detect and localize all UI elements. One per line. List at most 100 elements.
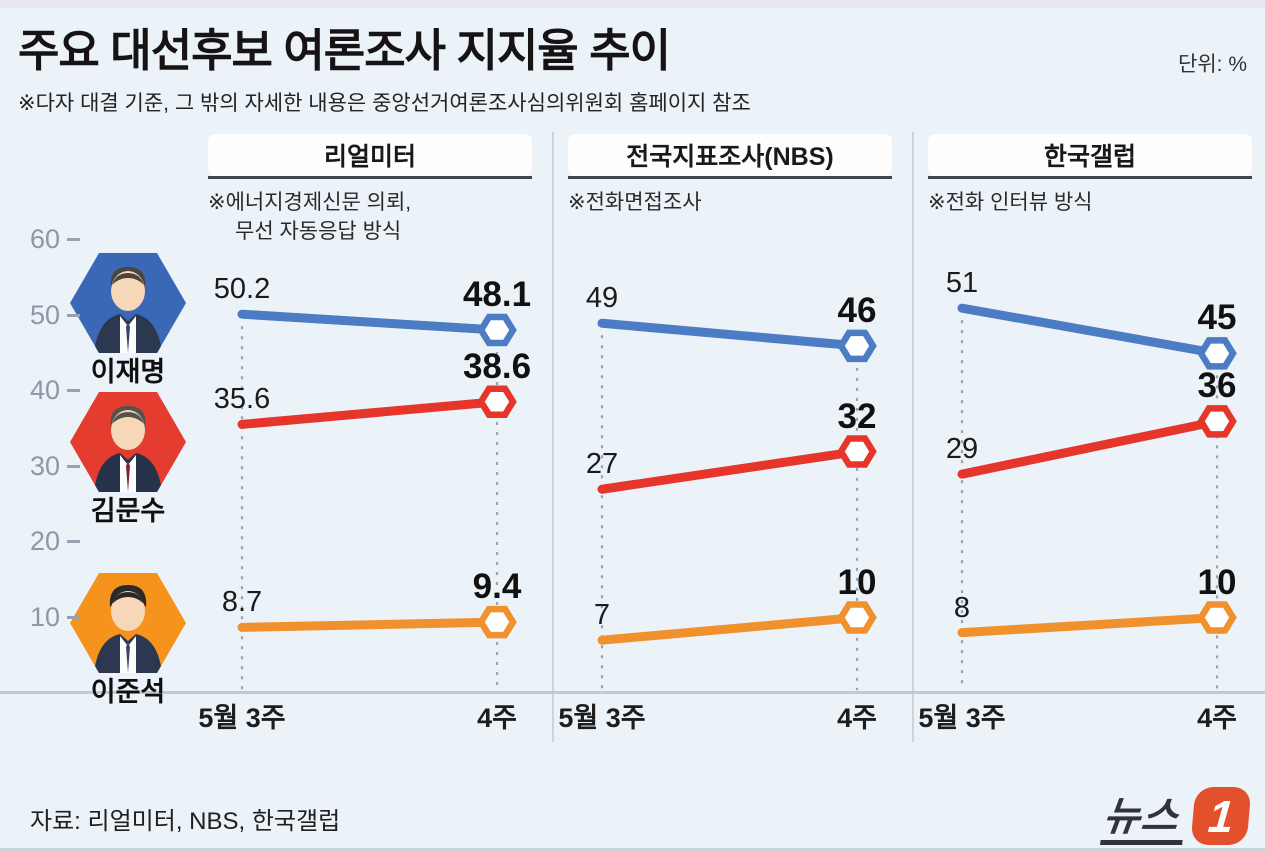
- panel-realmeter: 리얼미터 ※에너지경제신문 의뢰, 무선 자동응답 방식: [195, 132, 545, 247]
- y-tick-value: 30: [29, 450, 60, 481]
- panel-title: 한국갤럽: [1043, 143, 1136, 171]
- y-tick-value: 50: [29, 299, 60, 330]
- y-axis-tick: 40: [22, 377, 80, 404]
- value-label-start: 29: [945, 433, 979, 466]
- y-axis-tick: 60: [22, 226, 80, 253]
- y-axis-tick: 50: [22, 299, 80, 330]
- value-label-end: 9.4: [472, 567, 522, 607]
- value-label-end: 10: [837, 562, 877, 602]
- person-portrait-icon: [94, 267, 162, 353]
- y-axis-tick: 30: [22, 450, 80, 481]
- value-label-start: 7: [593, 599, 611, 632]
- value-label-start: 35.6: [213, 383, 271, 416]
- value-label-start: 8.7: [221, 586, 263, 619]
- panel-title-box: 전국지표조사(NBS): [568, 134, 892, 176]
- panel-divider: [552, 132, 554, 742]
- y-tick-mark: [67, 615, 80, 619]
- y-tick-value: 10: [29, 601, 60, 632]
- marker-hexagon: [1197, 337, 1237, 370]
- trend-line: [957, 416, 1222, 479]
- y-tick-mark: [67, 313, 80, 317]
- value-label-end: 10: [1197, 562, 1237, 602]
- value-label-start: 8: [953, 591, 971, 624]
- y-tick-value: 60: [29, 224, 60, 255]
- page-title: 주요 대선후보 여론조사 지지율 추이: [18, 25, 671, 76]
- y-tick-mark: [67, 238, 80, 242]
- value-label-end: 48.1: [462, 275, 532, 315]
- panel-nbs: 전국지표조사(NBS) ※전화면접조사: [555, 132, 905, 218]
- news1-logo: 뉴스 1: [1100, 787, 1252, 845]
- news1-logo-text: 뉴스: [1100, 795, 1188, 845]
- x-axis-label: 5월 3주: [918, 703, 1006, 733]
- y-tick-mark: [67, 540, 80, 544]
- marker-hexagon: [477, 605, 517, 639]
- panel-title-box: 리얼미터: [208, 134, 532, 176]
- trend-line: [597, 318, 862, 351]
- y-tick-mark: [67, 389, 80, 393]
- value-label-start: 27: [585, 448, 619, 481]
- value-label-end: 38.6: [462, 346, 532, 386]
- x-axis-label: 5월 3주: [558, 703, 646, 733]
- candidate-name: 김문수: [90, 496, 166, 526]
- trend-line: [597, 447, 862, 494]
- x-axis-baseline: [0, 691, 1265, 694]
- x-axis-label: 5월 3주: [198, 703, 286, 733]
- y-tick-value: 40: [29, 375, 60, 406]
- value-label-start: 51: [945, 267, 979, 300]
- panel-note: ※전화 인터뷰 방식: [928, 189, 1252, 218]
- x-axis-label: 4주: [477, 703, 517, 733]
- trend-line: [957, 613, 1222, 638]
- panel-note-line: ※전화면접조사: [568, 191, 702, 214]
- candidate-name: 이준석: [90, 677, 166, 707]
- value-label-end: 46: [837, 290, 877, 330]
- candidate-lee-jae-myung: 이재명: [70, 253, 186, 388]
- candidate-photo-hexagon: [70, 573, 186, 673]
- marker-hexagon: [837, 329, 877, 363]
- candidate-kim-moon-soo: 김문수: [70, 392, 186, 527]
- panel-note-line: 무선 자동응답 방식: [235, 219, 402, 243]
- trend-line: [237, 617, 502, 632]
- panel-note: ※전화면접조사: [568, 189, 892, 218]
- person-portrait-icon: [94, 585, 162, 673]
- trend-line: [237, 309, 502, 335]
- trend-line: [237, 397, 502, 429]
- page-subtitle: ※다자 대결 기준, 그 밖의 자세한 내용은 중앙선거여론조사심의위원회 홈페…: [18, 92, 751, 115]
- news1-logo-tile: 1: [1190, 787, 1252, 845]
- panel-divider: [912, 132, 914, 742]
- panel-title: 전국지표조사(NBS): [626, 143, 834, 171]
- y-tick-mark: [67, 464, 80, 468]
- value-label-end: 45: [1197, 298, 1237, 338]
- marker-hexagon: [1197, 405, 1237, 438]
- panel-note-line: ※에너지경제신문 의뢰,: [208, 191, 412, 214]
- x-axis-label: 4주: [837, 703, 877, 733]
- bottom-accent-band: [0, 848, 1265, 852]
- marker-hexagon: [1197, 601, 1237, 634]
- panel-underline: [928, 176, 1252, 179]
- y-axis-tick: 10: [22, 601, 80, 632]
- panel-title-box: 한국갤럽: [928, 134, 1252, 176]
- marker-hexagon: [837, 435, 877, 468]
- panel-note-line: ※전화 인터뷰 방식: [928, 191, 1093, 214]
- value-label-start: 50.2: [213, 273, 271, 306]
- trend-line: [597, 613, 862, 645]
- value-label-end: 32: [837, 396, 877, 436]
- value-label-end: 36: [1197, 366, 1237, 406]
- unit-label: 단위: %: [1178, 53, 1247, 76]
- y-tick-value: 20: [29, 526, 60, 557]
- person-portrait-icon: [94, 406, 162, 492]
- x-axis-label: 4주: [1197, 703, 1237, 733]
- panel-gallup: 한국갤럽 ※전화 인터뷰 방식: [915, 132, 1265, 218]
- candidate-lee-jun-seok: 이준석: [70, 573, 186, 708]
- source-note: 자료: 리얼미터, NBS, 한국갤럽: [30, 808, 341, 835]
- panel-underline: [568, 176, 892, 179]
- trend-line: [957, 303, 1222, 358]
- y-axis-tick: 20: [22, 528, 80, 555]
- candidate-name: 이재명: [90, 357, 166, 387]
- marker-hexagon: [477, 313, 517, 347]
- marker-hexagon: [837, 601, 877, 634]
- panel-note: ※에너지경제신문 의뢰, 무선 자동응답 방식: [208, 189, 532, 247]
- panel-title: 리얼미터: [323, 143, 416, 171]
- value-label-start: 49: [585, 282, 619, 315]
